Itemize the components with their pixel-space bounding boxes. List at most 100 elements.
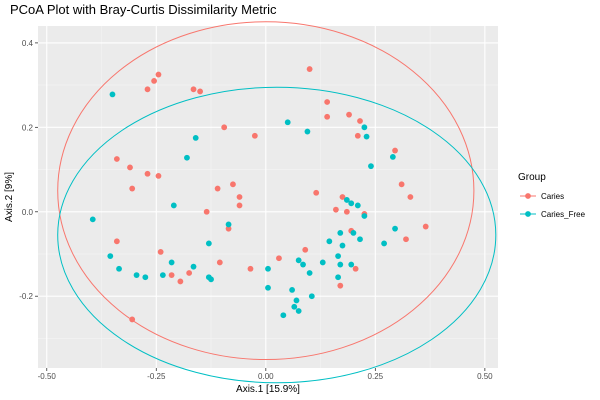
point-caries [236,202,243,209]
point-caries-free [116,265,122,272]
point-caries [221,124,228,131]
y-axis-title: Axis.2 [9%] [4,172,15,222]
point-caries-free [109,91,116,98]
point-caries [236,194,243,200]
legend-key-point-caries [525,193,531,199]
point-caries-free [389,153,396,160]
point-caries [354,132,361,139]
point-caries [203,208,210,215]
point-caries-free [354,202,361,209]
point-caries [225,225,232,232]
point-caries-free [306,270,313,276]
point-caries-free [319,259,326,266]
ellipse-caries-free [57,86,497,384]
point-caries [343,208,350,215]
point-caries [127,164,133,171]
x-tick-label: 0.50 [477,372,493,381]
point-caries [155,172,162,179]
point-caries-free [168,259,175,266]
point-caries [346,111,352,118]
y-tick-label: 0.0 [22,208,34,217]
point-caries-free [208,276,214,283]
point-caries-free [335,253,341,260]
point-caries [339,194,346,200]
point-caries-free [133,272,140,279]
point-caries [190,86,197,93]
point-caries-free [348,200,355,207]
point-caries-free [280,312,287,319]
point-caries [177,278,184,285]
point-caries [129,316,136,323]
point-caries [247,265,254,272]
point-caries [230,181,236,188]
point-caries-free [361,124,368,131]
point-caries-free [295,257,302,264]
point-caries-free [308,293,315,300]
point-caries-free [335,274,341,281]
y-tick-label: 0.2 [22,123,34,132]
point-caries-free [192,134,199,141]
ellipse-caries [57,21,475,361]
data-points [89,66,429,323]
point-caries [151,77,157,84]
point-caries-free [368,163,374,170]
point-caries-free [184,154,190,161]
x-tick-label: 0.00 [258,372,274,381]
point-caries [302,246,309,253]
point-caries-free [337,229,344,236]
point-caries-free [343,197,350,203]
y-tick-label: 0.4 [22,39,34,48]
x-axis-ticks: -0.50 -0.25 0.00 0.25 0.50 [38,368,493,381]
legend-entries: Caries Caries_Free [520,192,586,219]
point-caries-free [361,213,368,219]
point-caries [186,270,193,276]
point-caries [403,236,409,243]
point-caries [197,88,203,95]
x-tick-label: -0.25 [147,372,166,381]
point-caries [313,189,320,196]
point-caries-free [265,265,271,272]
point-caries [113,238,120,245]
point-caries-free [291,303,298,310]
grid-major [38,26,498,368]
point-caries-free [300,261,306,268]
point-caries-free [293,297,300,304]
point-caries [168,272,175,279]
legend-key-point-caries-free [525,211,531,217]
x-axis-title: Axis.1 [15.9%] [236,384,300,395]
legend-label-caries: Caries [541,192,564,201]
point-caries-free [363,133,370,140]
point-caries-free [205,240,212,247]
point-caries [129,185,136,192]
point-caries [324,99,331,105]
point-caries [251,132,258,139]
point-caries-free [159,272,166,279]
point-caries-free [339,242,346,249]
point-caries-free [295,308,302,314]
point-caries-free [170,202,177,209]
point-caries-free [350,229,357,236]
point-caries [337,282,344,289]
point-caries-free [142,274,149,281]
point-caries-free [381,240,387,247]
point-caries-free [326,238,333,245]
point-caries-free [357,236,363,243]
legend-title: Group [518,172,546,183]
point-caries-free [289,286,295,293]
point-caries [422,223,429,230]
point-caries [144,170,151,177]
y-tick-label: -0.2 [19,292,33,301]
point-caries [144,86,151,93]
legend: Group Caries Caries_Free [518,172,586,219]
grid-minor [38,26,498,368]
point-caries-free [337,261,344,268]
point-caries-free [89,216,96,223]
point-caries-free [284,119,291,126]
y-axis-ticks: -0.2 0.0 0.2 0.4 [19,39,38,301]
point-caries [113,156,120,162]
point-caries-free [265,284,271,291]
point-caries [157,248,164,255]
point-caries [407,194,414,200]
point-caries [352,265,359,272]
